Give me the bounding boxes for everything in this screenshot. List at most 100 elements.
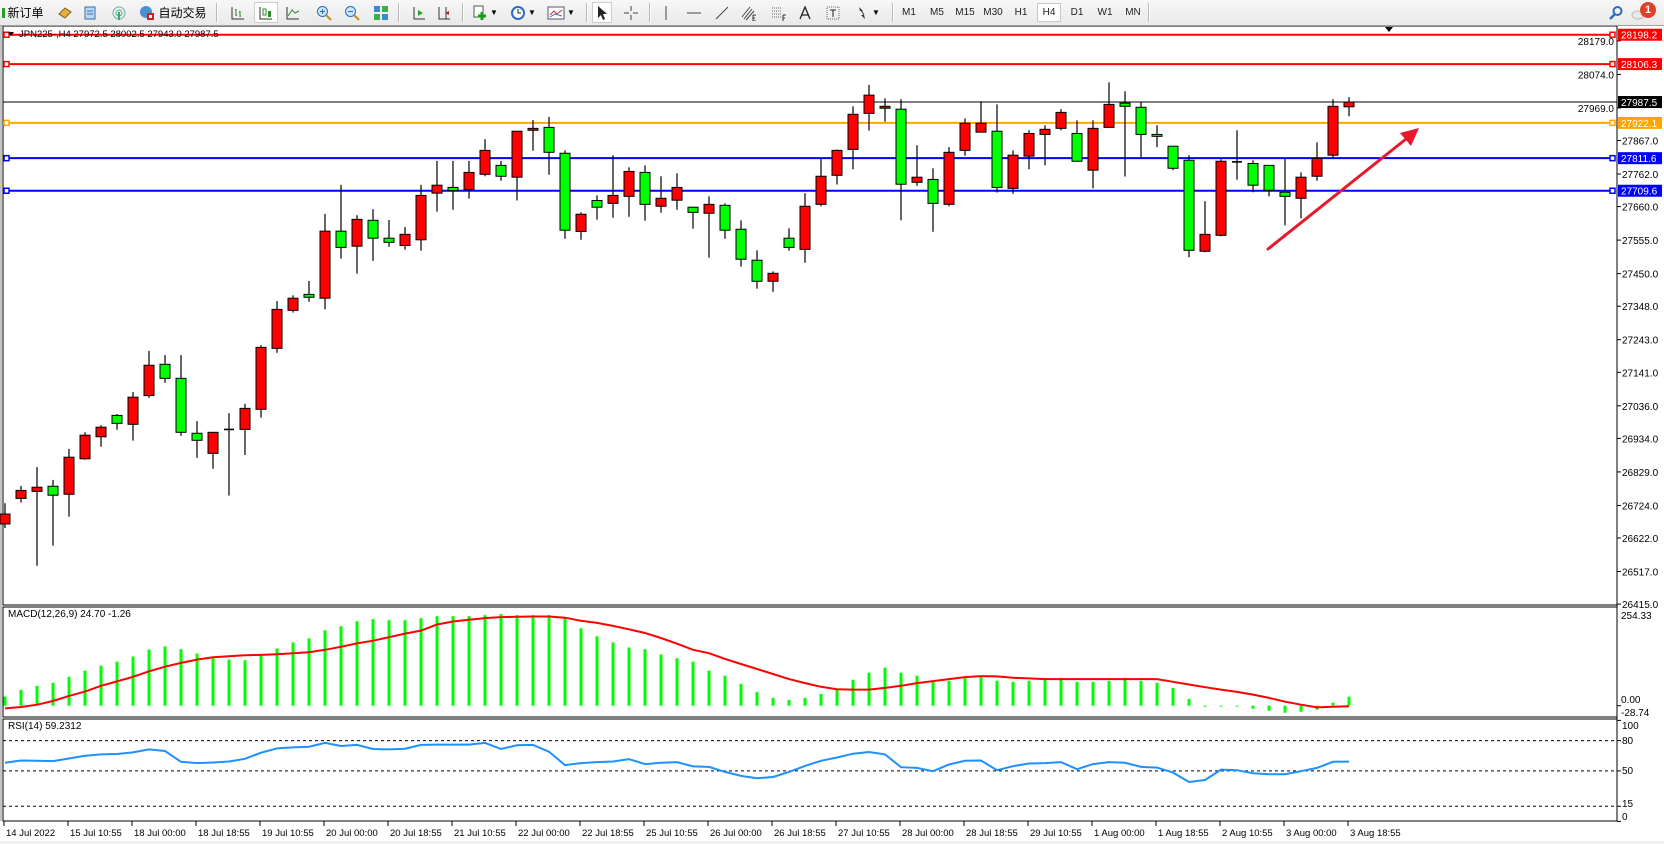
candle[interactable] [239,403,251,455]
candle[interactable] [943,147,955,207]
candle[interactable] [399,227,411,250]
candle[interactable] [1311,142,1323,181]
candle[interactable] [1167,145,1179,171]
candle[interactable] [1215,159,1227,237]
market-watch-button[interactable] [55,3,75,22]
level-anchor-handle[interactable] [3,187,10,194]
candle[interactable] [959,118,971,156]
candle[interactable] [479,139,491,177]
templates-button[interactable]: ▼ [546,3,576,22]
candle[interactable] [591,195,603,220]
candle[interactable] [991,104,1003,193]
timeframe-h4-button[interactable]: H4 [1037,3,1061,22]
candle[interactable] [335,184,347,259]
data-window-button[interactable] [80,3,100,22]
candle[interactable] [1103,82,1115,128]
search-button[interactable] [1606,3,1626,22]
candle[interactable] [1087,120,1099,189]
candle[interactable] [1327,99,1339,158]
candle[interactable] [607,155,619,218]
candle[interactable] [495,160,507,181]
chart-shift-button[interactable] [434,3,454,22]
candle[interactable] [191,421,203,458]
periods-button[interactable]: ▼ [508,3,538,22]
candle[interactable] [79,432,91,460]
candle[interactable] [175,355,187,436]
candle[interactable] [431,160,443,212]
candle[interactable] [447,160,459,210]
cursor-button[interactable] [592,2,612,23]
bar-chart-button[interactable] [228,3,248,22]
candle[interactable] [143,350,155,398]
auto-scroll-button[interactable] [409,3,429,22]
candlestick-button[interactable] [254,2,278,23]
add-indicator-button[interactable]: ▼ [470,3,500,22]
timeframe-m1-button[interactable]: M1 [902,7,916,18]
timeframe-w1-button[interactable]: W1 [1097,7,1113,18]
candle[interactable] [0,503,11,529]
candle[interactable] [735,220,747,267]
candle[interactable] [575,212,587,240]
text-button[interactable] [796,3,814,22]
level-anchor-handle[interactable] [1609,154,1616,162]
signals-button[interactable] [109,3,129,22]
candle[interactable] [255,345,267,418]
candle[interactable] [927,168,939,232]
candle[interactable] [1055,109,1067,131]
candle[interactable] [831,149,843,185]
candle[interactable] [799,193,811,263]
candle[interactable] [655,176,667,213]
candle[interactable] [1263,164,1275,197]
candle[interactable] [207,431,219,469]
candle[interactable] [879,98,891,122]
candle[interactable] [1151,125,1163,148]
fibonacci-channel-button[interactable] [738,3,760,22]
candle[interactable] [1247,160,1259,193]
timeframe-h1-button[interactable]: H1 [1014,7,1028,18]
candle[interactable] [111,414,123,430]
chart-shift-marker-icon[interactable] [1385,27,1393,32]
candle[interactable] [63,448,75,517]
level-anchor-handle[interactable] [3,154,10,162]
candle[interactable] [559,150,571,239]
candle[interactable] [47,479,59,546]
candle[interactable] [671,173,683,210]
candle[interactable] [639,165,651,221]
candle[interactable] [224,413,234,496]
candle[interactable] [895,99,907,221]
arrows-button[interactable]: ▼ [851,3,883,22]
candle[interactable] [1023,130,1035,170]
level-anchor-handle[interactable] [1609,119,1616,127]
candle[interactable] [319,213,331,310]
candle[interactable] [719,203,731,239]
candle[interactable] [271,301,283,353]
candle[interactable] [511,130,523,201]
crosshair-button[interactable] [621,3,641,22]
candle[interactable] [751,250,763,289]
candle[interactable] [159,355,171,383]
candle[interactable] [31,467,43,566]
timeframe-m30-button[interactable]: M30 [983,7,1003,18]
candle[interactable] [1135,102,1147,158]
candle[interactable] [975,101,987,133]
zoom-in-button[interactable] [314,3,334,22]
candle[interactable] [623,167,635,217]
fibonacci-retracement-button[interactable] [768,3,790,22]
candle[interactable] [1295,172,1307,219]
candle[interactable] [15,485,27,503]
candle[interactable] [1232,130,1242,180]
auto-trading-button[interactable]: 自动交易 [138,3,208,22]
symbol-menu-icon[interactable] [8,32,14,36]
new-order-button[interactable]: 新订单 [2,3,44,22]
timeframe-mn-button[interactable]: MN [1125,7,1141,18]
text-label-button[interactable] [823,3,843,22]
candle[interactable] [1183,155,1195,258]
candle[interactable] [815,158,827,207]
candle[interactable] [1039,125,1051,166]
candle[interactable] [783,228,795,251]
candle[interactable] [463,160,475,199]
level-anchor-handle[interactable] [1609,60,1616,68]
notification-badge[interactable]: 1 [1640,2,1656,18]
timeframe-m15-button[interactable]: M15 [955,7,975,18]
timeframe-m5-button[interactable]: M5 [930,7,944,18]
